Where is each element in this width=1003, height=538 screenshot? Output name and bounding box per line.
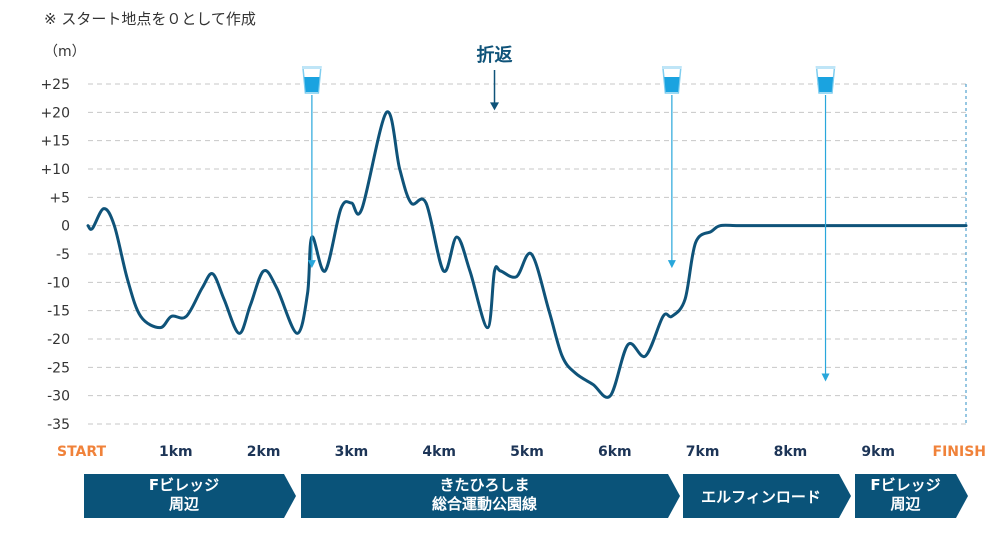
x-tick-label: FINISH (933, 444, 987, 460)
y-tick-label: +10 (40, 162, 70, 178)
water-arrow-head (307, 260, 316, 269)
y-tick-label: -25 (47, 360, 70, 376)
water-arrow-head (821, 373, 830, 382)
y-tick-label: +5 (49, 190, 70, 206)
cup-rim (302, 66, 322, 69)
x-tick-label: 5km (510, 444, 544, 460)
x-tick-label: 4km (422, 444, 456, 460)
y-tick-label: +20 (40, 105, 70, 121)
y-tick-label: -15 (47, 304, 70, 320)
chart-note: ※ スタート地点を０として作成 (44, 10, 256, 28)
cup-water (304, 77, 320, 92)
y-tick-label: -30 (47, 389, 70, 405)
section-label: 周辺 (169, 495, 200, 513)
x-tick-label: START (57, 444, 107, 460)
x-tick-label: 3km (335, 444, 369, 460)
y-tick-label: +15 (40, 134, 70, 150)
section-label: きたひろしま (439, 476, 529, 494)
cup-rim (816, 66, 836, 69)
x-tick-label: 9km (861, 444, 895, 460)
y-tick-label: -5 (56, 247, 70, 263)
cup-water (817, 77, 834, 92)
water-cup-icon (662, 66, 682, 94)
y-axis-unit: （m） (44, 44, 86, 60)
y-tick-label: -35 (47, 417, 70, 433)
x-tick-label: 6km (598, 444, 632, 460)
axis-labels: （m） +25 +20 +15 +10 +5 0 -5 -10 -15 -20 -25 -30 -35 ST… (40, 44, 986, 460)
water-cup-icon (815, 66, 836, 94)
x-tick-label: 1km (159, 444, 193, 460)
section-band (855, 474, 968, 518)
y-tick-label: 0 (61, 219, 70, 235)
section-label: 周辺 (890, 495, 921, 513)
y-tick-label: -10 (47, 275, 70, 291)
section-band (301, 474, 680, 518)
section-label: Fビレッジ (870, 476, 940, 494)
x-tick-label: 2km (247, 444, 281, 460)
section-label: Fビレッジ (149, 476, 219, 494)
cup-water (664, 77, 680, 92)
course-section: エルフィンロード (683, 474, 851, 518)
elevation-series-line (86, 110, 968, 399)
section-band (84, 474, 296, 518)
y-tick-label: -20 (47, 332, 70, 348)
annotations: 折返 (302, 44, 836, 382)
elevation-line (86, 110, 968, 399)
turnaround-arrow-head (490, 102, 500, 111)
y-tick-label: +25 (40, 77, 70, 93)
section-band (683, 474, 851, 518)
section-label: エルフィンロード (701, 488, 821, 506)
water-arrow-head (667, 260, 676, 269)
x-tick-label: 8km (774, 444, 808, 460)
turnaround-label: 折返 (477, 44, 513, 66)
water-cup-icon (302, 66, 322, 94)
section-label: 総合運動公園線 (432, 495, 537, 513)
cup-rim (662, 66, 682, 69)
x-tick-label: 7km (686, 444, 720, 460)
